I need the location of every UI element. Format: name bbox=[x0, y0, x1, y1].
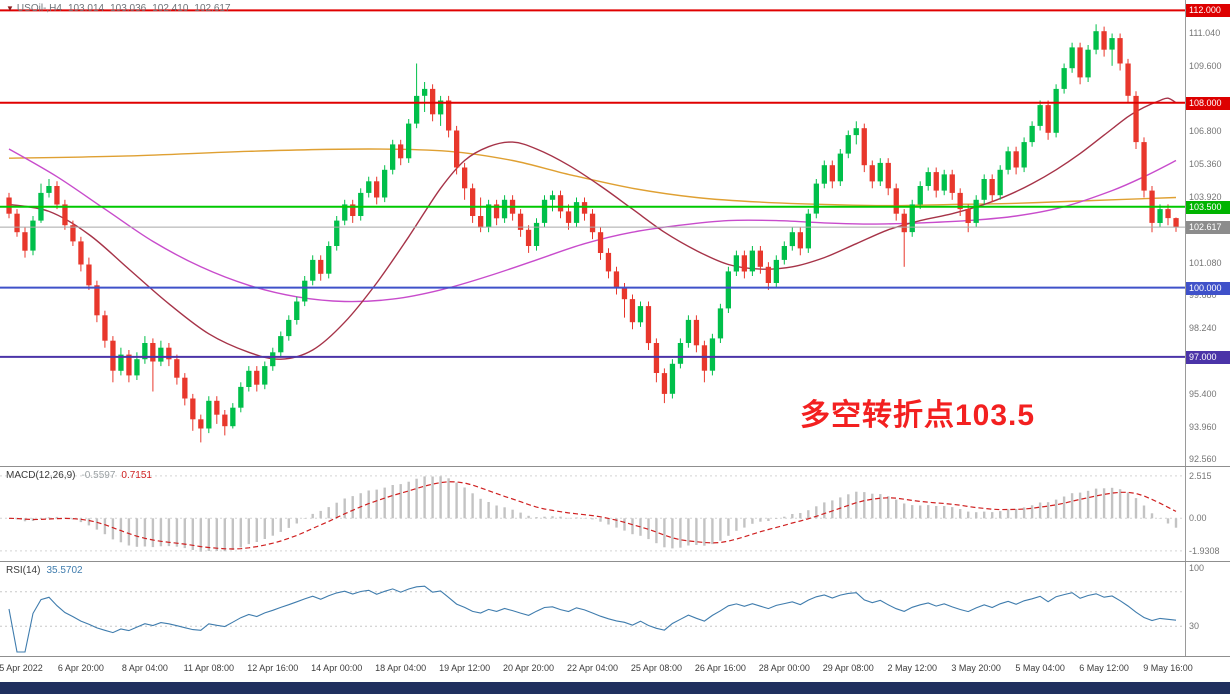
rsi-value: 35.5702 bbox=[46, 565, 83, 576]
price-tick-label: 101.080 bbox=[1189, 257, 1222, 268]
time-axis-label: 9 May 16:00 bbox=[1143, 663, 1193, 673]
time-axis-label: 6 Apr 20:00 bbox=[57, 663, 104, 673]
time-axis[interactable]: 5 Apr 2022 6 Apr 20:00 8 Apr 04:00 11 Apr 0… bbox=[0, 656, 1230, 682]
price-tick-label: 95.400 bbox=[1189, 388, 1217, 399]
price-chart-panel: ▼ USOil-,H4 103.014 103.036 102.410 102.617 多… bbox=[0, 0, 1230, 466]
time-axis-label: 18 Apr 04:00 bbox=[375, 663, 427, 673]
rsi-canvas[interactable] bbox=[0, 562, 1185, 657]
rsi-name: RSI(14) bbox=[6, 565, 41, 576]
ohlc-open-value: 103.014 bbox=[67, 3, 105, 14]
candlesticks bbox=[6, 24, 1179, 443]
rsi-axis[interactable]: 100 30 bbox=[1185, 562, 1230, 656]
time-axis-label: 5 May 04:00 bbox=[1015, 663, 1065, 673]
macd-tick-label: 0.00 bbox=[1189, 513, 1207, 524]
time-axis-label: 12 Apr 16:00 bbox=[247, 663, 299, 673]
macd-signal-line bbox=[8, 481, 1177, 550]
price-tick-label: 99.680 bbox=[1189, 289, 1217, 300]
symbol-period-label: USOil-,H4 bbox=[16, 3, 62, 14]
chart-annotation-text: 多空转折点103.5 bbox=[800, 399, 1036, 432]
symbol-dropdown-icon[interactable]: ▼ bbox=[6, 4, 14, 13]
time-axis-label: 29 Apr 08:00 bbox=[822, 663, 874, 673]
time-axis-label: 25 Apr 08:00 bbox=[630, 663, 682, 673]
price-tick-label: 105.360 bbox=[1189, 158, 1222, 169]
macd-tick-label: 2.515 bbox=[1189, 470, 1212, 481]
rsi-tick-label: 30 bbox=[1189, 621, 1200, 632]
bottom-status-bar bbox=[0, 682, 1230, 694]
macd-axis[interactable]: 2.515 0.00 -1.9308 bbox=[1185, 467, 1230, 561]
macd-main-value: -0.5597 bbox=[81, 470, 116, 481]
price-tick-label: 109.600 bbox=[1189, 60, 1222, 71]
price-badge: 112.000 bbox=[1186, 4, 1230, 18]
time-axis-label: 5 Apr 2022 bbox=[0, 663, 43, 673]
price-tick-label: 98.240 bbox=[1189, 323, 1217, 334]
price-tick-label: 92.560 bbox=[1189, 454, 1217, 465]
ohlc-close-value: 102.617 bbox=[194, 3, 231, 14]
time-axis-label: 14 Apr 00:00 bbox=[311, 663, 363, 673]
time-axis-label: 19 Apr 12:00 bbox=[439, 663, 491, 673]
price-axis[interactable]: 111.040 109.600 106.800 105.360 103.920 101.0… bbox=[1185, 0, 1230, 466]
time-axis-label: 2 May 12:00 bbox=[887, 663, 937, 673]
price-badge: 103.500 bbox=[1186, 200, 1230, 214]
macd-name: MACD(12,26,9) bbox=[6, 470, 76, 481]
ma-line-medium-magenta bbox=[8, 148, 1177, 303]
time-axis-label: 6 May 12:00 bbox=[1079, 663, 1129, 673]
macd-tick-label: -1.9308 bbox=[1189, 545, 1220, 556]
price-tick-label: 103.920 bbox=[1189, 192, 1222, 203]
price-tick-label: 93.960 bbox=[1189, 422, 1217, 433]
rsi-panel: RSI(14) 35.5702 100 30 bbox=[0, 561, 1230, 656]
price-chart-canvas[interactable] bbox=[0, 0, 1185, 466]
ohlc-low-value: 102.410 bbox=[152, 3, 189, 14]
price-tick-label: 106.800 bbox=[1189, 125, 1222, 136]
symbol-ohlc-header: ▼ USOil-,H4 103.014 103.036 102.410 102.617 bbox=[6, 3, 231, 14]
macd-panel: MACD(12,26,9) -0.5597 0.7151 2.515 0.00 -1.9… bbox=[0, 466, 1230, 561]
time-axis-label: 3 May 20:00 bbox=[951, 663, 1001, 673]
time-axis-label: 26 Apr 16:00 bbox=[694, 663, 746, 673]
price-badge: 100.000 bbox=[1186, 281, 1230, 295]
price-badge: 108.000 bbox=[1186, 96, 1230, 110]
macd-canvas[interactable] bbox=[0, 467, 1185, 562]
price-tick-label: 111.040 bbox=[1189, 27, 1221, 38]
macd-signal-value: 0.7151 bbox=[121, 470, 152, 481]
time-axis-label: 11 Apr 08:00 bbox=[183, 663, 234, 673]
rsi-tick-label: 100 bbox=[1189, 563, 1205, 573]
rsi-line bbox=[8, 585, 1177, 653]
time-axis-label: 22 Apr 04:00 bbox=[566, 663, 619, 673]
time-axis-label: 28 Apr 00:00 bbox=[758, 663, 810, 673]
time-axis-label: 20 Apr 20:00 bbox=[503, 663, 555, 673]
macd-histogram bbox=[15, 476, 1178, 552]
price-badge: 102.617 bbox=[1186, 221, 1230, 235]
rsi-label: RSI(14) 35.5702 bbox=[6, 565, 83, 576]
ohlc-high-value: 103.036 bbox=[110, 3, 147, 14]
price-badge: 97.000 bbox=[1186, 350, 1230, 364]
macd-label: MACD(12,26,9) -0.5597 0.7151 bbox=[6, 470, 152, 481]
time-axis-label: 8 Apr 04:00 bbox=[121, 663, 168, 673]
